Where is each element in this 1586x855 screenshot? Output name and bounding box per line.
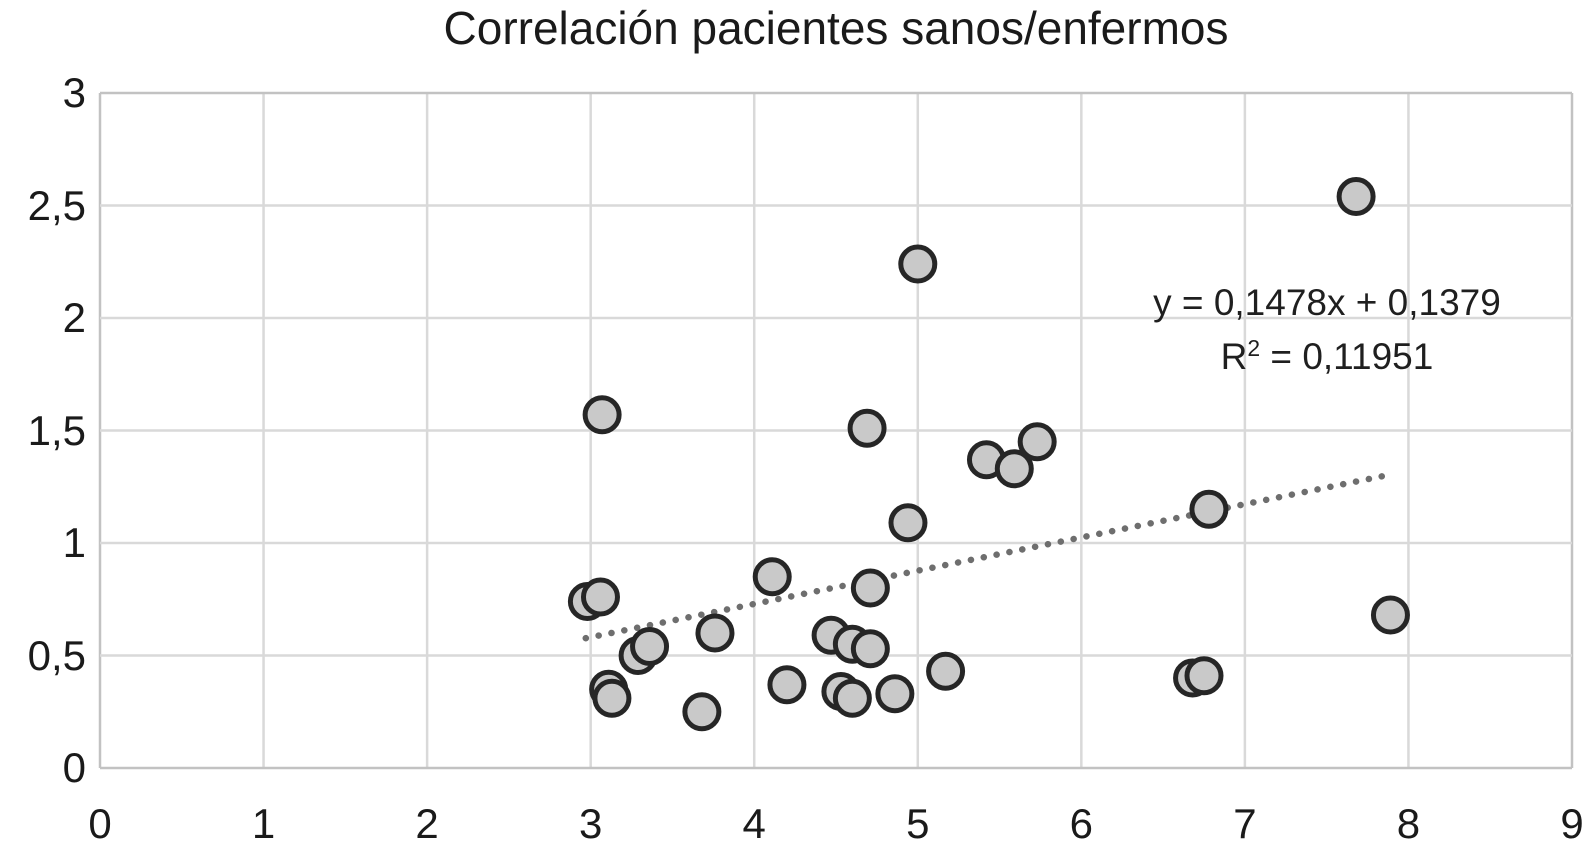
data-point — [832, 678, 872, 718]
x-tick-label: 5 — [906, 800, 930, 847]
x-tick-label: 2 — [415, 800, 439, 847]
chart-title: Correlación pacientes sanos/enfermos — [443, 2, 1229, 54]
y-tick-label: 0,5 — [27, 631, 86, 679]
data-point — [592, 678, 632, 718]
data-point — [1184, 656, 1224, 696]
trendline-equation: y = 0,1478x + 0,1379 — [1153, 282, 1501, 323]
r-squared-value: = 0,11951 — [1260, 336, 1434, 377]
r-squared-base: R — [1220, 336, 1248, 377]
data-point — [898, 244, 938, 284]
r-squared-line: R2 = 0,11951 — [1027, 330, 1586, 388]
y-tick-label: 1,5 — [27, 406, 86, 454]
x-tick-label: 0 — [88, 800, 112, 847]
y-tick-label: 1 — [62, 519, 86, 566]
y-tick-label: 0 — [62, 744, 86, 791]
data-point — [926, 651, 966, 691]
data-point — [875, 674, 915, 714]
data-point — [752, 557, 792, 597]
data-point — [1189, 489, 1229, 529]
y-tick-label: 3 — [62, 69, 86, 116]
data-point — [850, 629, 890, 669]
data-point — [1336, 177, 1376, 216]
data-point — [847, 408, 887, 448]
data-point — [682, 692, 722, 732]
data-point — [767, 665, 807, 705]
data-point — [1370, 595, 1410, 635]
data-point — [582, 395, 622, 435]
trendline — [582, 473, 1386, 642]
y-tick-label: 2 — [62, 294, 86, 341]
data-point — [580, 577, 620, 617]
x-tick-label: 8 — [1396, 800, 1421, 847]
data-point — [888, 503, 928, 543]
y-tick-label: 2,5 — [27, 181, 86, 229]
data-point — [695, 613, 735, 653]
x-tick-label: 3 — [578, 800, 603, 847]
data-point — [850, 568, 890, 608]
data-point — [994, 449, 1034, 489]
x-tick-label: 1 — [251, 800, 276, 847]
r-squared-exponent: 2 — [1247, 335, 1261, 362]
x-tick-label: 4 — [742, 800, 766, 847]
x-tick-label: 9 — [1560, 800, 1584, 847]
data-point — [630, 627, 670, 666]
x-tick-label: 6 — [1069, 800, 1093, 847]
trendline-annotation: y = 0,1478x + 0,1379 R2 = 0,11951 — [1027, 276, 1586, 388]
x-tick-label: 7 — [1233, 800, 1257, 847]
data-point — [1017, 422, 1057, 462]
